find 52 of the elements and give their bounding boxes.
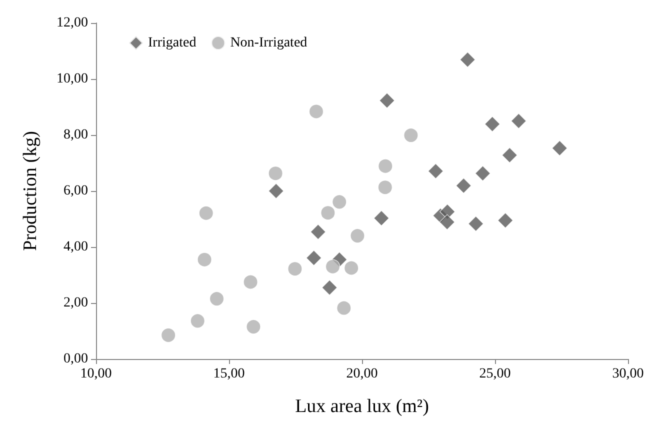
point — [268, 166, 283, 181]
point — [502, 147, 518, 163]
legend-label: Non-Irrigated — [230, 36, 308, 50]
y-tick-label: 0,00 — [64, 352, 88, 366]
y-tick-label: 10,00 — [56, 72, 88, 86]
point — [552, 140, 568, 156]
point — [320, 206, 336, 220]
point — [243, 274, 258, 290]
point — [209, 292, 224, 306]
point — [246, 320, 261, 334]
point — [468, 216, 484, 232]
point — [374, 210, 390, 226]
x-tick-label: 20,00 — [346, 366, 378, 382]
y-tick-label: 8,00 — [64, 128, 88, 142]
point — [190, 314, 205, 328]
y-tick-label: 6,00 — [64, 184, 88, 198]
point — [332, 194, 347, 210]
x-tick-label: 25,00 — [479, 366, 511, 382]
point — [498, 212, 514, 228]
point — [325, 259, 340, 274]
x-tick-label: 15,00 — [213, 366, 245, 382]
legend-label: Irrigated — [148, 36, 196, 50]
point — [378, 180, 392, 195]
point — [378, 158, 393, 174]
point — [379, 92, 395, 108]
point — [344, 260, 359, 276]
point — [268, 183, 284, 199]
y-axis-title: Production (kg) — [20, 131, 41, 251]
point — [460, 52, 476, 68]
x-tick-label: 30,00 — [612, 366, 644, 382]
x-axis-title: Lux area lux (m²) — [295, 396, 429, 417]
point — [336, 300, 352, 316]
y-tick-label: 4,00 — [64, 240, 88, 254]
point — [308, 104, 324, 119]
y-tick-label: 2,00 — [64, 296, 88, 310]
point — [288, 262, 302, 276]
point — [161, 328, 176, 342]
point — [306, 250, 322, 266]
point — [322, 280, 338, 296]
point — [456, 178, 472, 194]
point — [404, 128, 418, 143]
y-tick-label: 12,00 — [56, 16, 88, 30]
x-tick-label: 10,00 — [80, 366, 112, 382]
point — [510, 113, 526, 129]
point — [484, 116, 500, 132]
point — [439, 214, 455, 230]
point — [474, 166, 491, 182]
point — [350, 228, 365, 244]
point — [198, 206, 214, 220]
point — [197, 252, 212, 267]
point — [428, 163, 444, 179]
point — [310, 224, 326, 240]
